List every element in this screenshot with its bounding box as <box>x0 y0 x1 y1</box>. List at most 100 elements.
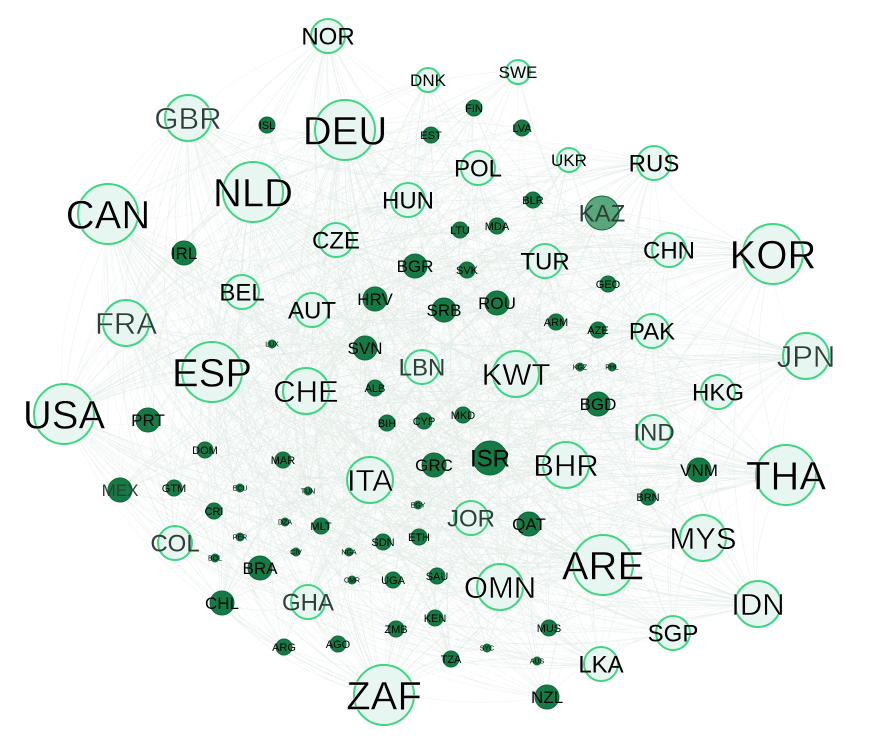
node-kgz[interactable]: KGZ <box>573 362 588 372</box>
node-omn[interactable]: OMN <box>464 563 536 611</box>
node-arg[interactable]: ARG <box>272 638 296 656</box>
node-mlt[interactable]: MLT <box>310 517 332 535</box>
node-col[interactable]: COL <box>150 525 200 561</box>
node-eth[interactable]: ETH <box>408 528 430 546</box>
node-srb[interactable]: SRB <box>427 297 462 323</box>
node-blr[interactable]: BLR <box>522 191 544 209</box>
node-nld[interactable]: NLD <box>213 161 293 223</box>
node-chn[interactable]: CHN <box>643 232 695 268</box>
node-deu[interactable]: DEU <box>303 99 387 161</box>
node-ita[interactable]: ITA <box>346 456 394 504</box>
node-swe[interactable]: SWE <box>499 59 538 85</box>
node-arm[interactable]: ARM <box>544 313 568 331</box>
node-sdn[interactable]: SDN <box>371 533 395 551</box>
node-gbr[interactable]: GBR <box>154 94 222 142</box>
node-mda[interactable]: MDA <box>485 217 510 235</box>
node-uga[interactable]: UGA <box>381 571 406 589</box>
node-tun[interactable]: TUN <box>301 486 315 496</box>
node-egy[interactable]: EGY <box>411 500 426 510</box>
node-qat[interactable]: QAT <box>512 511 546 537</box>
node-are[interactable]: ARE <box>562 534 644 596</box>
node-tha[interactable]: THA <box>746 444 827 506</box>
node-cri[interactable]: CRI <box>205 502 224 520</box>
node-est[interactable]: EST <box>420 126 442 144</box>
node-lux[interactable]: LUX <box>265 339 279 349</box>
node-bhr[interactable]: BHR <box>533 441 599 489</box>
node-geo[interactable]: GEO <box>596 275 621 293</box>
node-bol[interactable]: BOL <box>208 553 222 563</box>
node-cmr[interactable]: CMR <box>344 575 360 585</box>
node-ind[interactable]: IND <box>633 414 675 450</box>
node-phl[interactable]: PHL <box>605 362 619 372</box>
node-ukr[interactable]: UKR <box>551 147 587 173</box>
node-alb[interactable]: ALB <box>365 379 386 397</box>
node-lbn[interactable]: LBN <box>399 349 446 385</box>
node-vnm[interactable]: VNM <box>680 457 718 483</box>
node-bel[interactable]: BEL <box>219 274 265 310</box>
node-brn[interactable]: BRN <box>636 488 660 506</box>
node-dom[interactable]: DOM <box>192 441 218 459</box>
node-ltu[interactable]: LTU <box>450 221 470 239</box>
node-mar[interactable]: MAR <box>271 451 296 469</box>
node-aze[interactable]: AZE <box>587 321 609 339</box>
node-esp[interactable]: ESP <box>172 341 252 403</box>
node-idn[interactable]: IDN <box>731 580 785 628</box>
node-pol[interactable]: POL <box>454 150 502 186</box>
node-cze[interactable]: CZE <box>312 222 360 258</box>
node-gha[interactable]: GHA <box>282 584 334 620</box>
node-svn[interactable]: SVN <box>348 335 383 361</box>
node-mkd[interactable]: MKD <box>451 406 476 424</box>
node-chl[interactable]: CHL <box>205 590 239 616</box>
node-mex[interactable]: MEX <box>102 477 139 503</box>
node-dnk[interactable]: DNK <box>410 67 447 93</box>
node-ecu[interactable]: ECU <box>233 483 248 493</box>
node-zaf[interactable]: ZAF <box>346 664 422 726</box>
node-bra[interactable]: BRA <box>243 555 279 581</box>
node-can[interactable]: CAN <box>66 183 150 245</box>
node-tur[interactable]: TUR <box>520 243 570 279</box>
node-gtm[interactable]: GTM <box>162 479 186 497</box>
node-per[interactable]: PER <box>233 532 247 542</box>
node-prt[interactable]: PRT <box>131 407 165 433</box>
node-zmb[interactable]: ZMB <box>384 620 408 638</box>
node-fin[interactable]: FIN <box>465 99 483 117</box>
node-rou[interactable]: ROU <box>478 290 516 316</box>
node-fra[interactable]: FRA <box>95 299 158 347</box>
node-rus[interactable]: RUS <box>629 145 680 181</box>
node-bgd[interactable]: BGD <box>580 391 617 417</box>
node-tza[interactable]: TZA <box>441 650 462 668</box>
node-irl[interactable]: IRL <box>171 240 197 266</box>
node-lka[interactable]: LKA <box>578 646 624 682</box>
node-civ[interactable]: CIV <box>290 547 302 557</box>
node-hun[interactable]: HUN <box>382 182 434 218</box>
node-hkg[interactable]: HKG <box>692 374 744 410</box>
node-bih[interactable]: BIH <box>378 414 396 432</box>
node-aus[interactable]: AUS <box>530 656 545 666</box>
node-kaz[interactable]: KAZ <box>579 195 626 231</box>
node-kwt[interactable]: KWT <box>481 350 551 398</box>
node-bgr[interactable]: BGR <box>397 253 434 279</box>
node-hrv[interactable]: HRV <box>357 286 393 312</box>
node-sau[interactable]: SAU <box>426 567 449 585</box>
node-aut[interactable]: AUT <box>288 292 336 328</box>
node-sgp[interactable]: SGP <box>648 615 699 651</box>
node-jpn[interactable]: JPN <box>777 332 836 380</box>
node-svk[interactable]: SVK <box>456 261 479 279</box>
node-mus[interactable]: MUS <box>537 619 561 637</box>
node-lva[interactable]: LVA <box>512 119 532 137</box>
node-dza[interactable]: DZA <box>278 517 292 527</box>
node-pak[interactable]: PAK <box>629 313 675 349</box>
node-nzl[interactable]: NZL <box>531 684 563 710</box>
node-mys[interactable]: MYS <box>669 514 737 562</box>
node-nga[interactable]: NGA <box>341 547 357 557</box>
node-usa[interactable]: USA <box>23 383 106 445</box>
node-isl[interactable]: ISL <box>258 116 276 134</box>
node-nor[interactable]: NOR <box>301 18 355 54</box>
node-kor[interactable]: KOR <box>729 223 817 285</box>
node-isr[interactable]: ISR <box>470 440 510 476</box>
node-ago[interactable]: AGO <box>326 635 351 653</box>
node-jor[interactable]: JOR <box>447 500 495 536</box>
node-ken[interactable]: KEN <box>424 609 447 627</box>
node-grc[interactable]: GRC <box>415 452 453 478</box>
node-cyp[interactable]: CYP <box>413 412 436 430</box>
